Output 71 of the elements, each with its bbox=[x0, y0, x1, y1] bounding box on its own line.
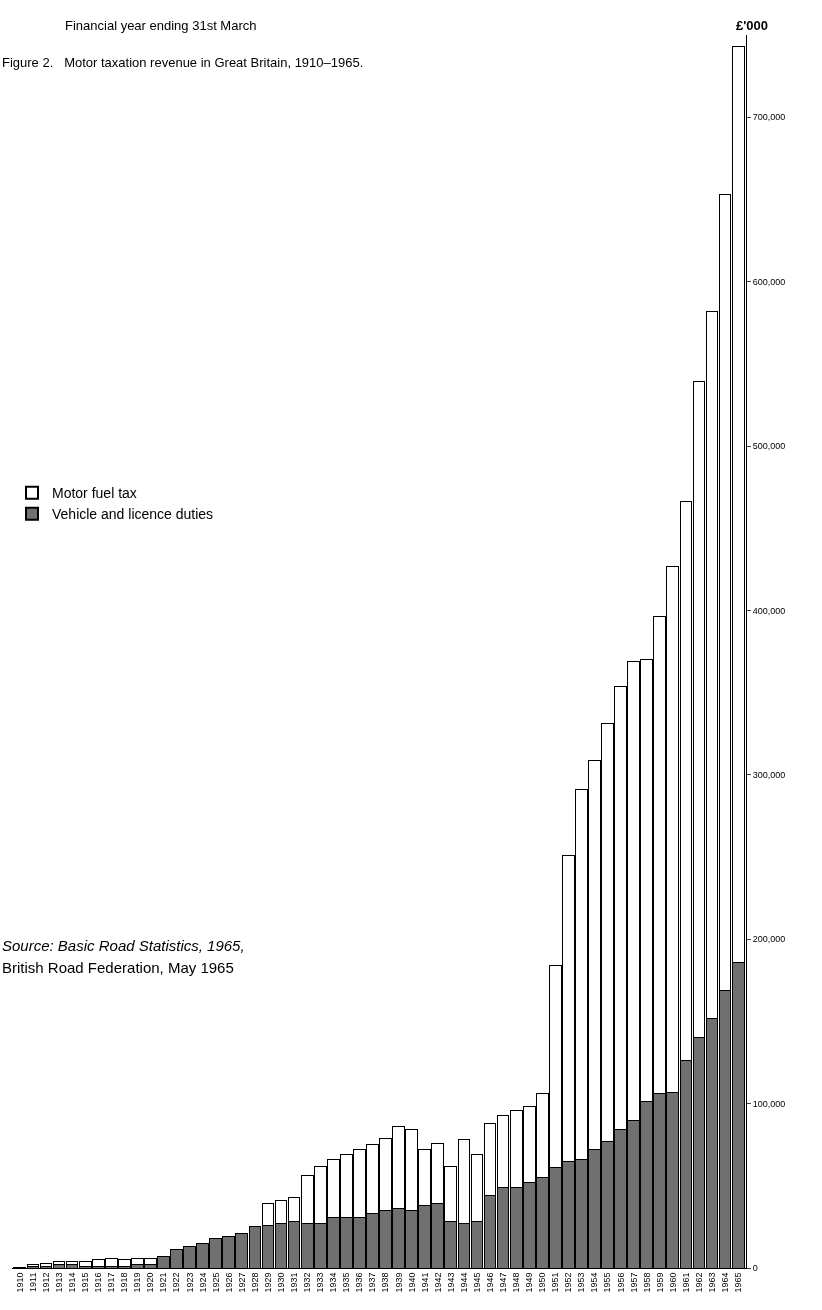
x-tick-label: 1920 bbox=[145, 1272, 156, 1293]
x-tick-label: 1928 bbox=[249, 1272, 260, 1293]
x-tick-label: 1931 bbox=[289, 1272, 300, 1293]
x-tick-label: 1916 bbox=[93, 1272, 104, 1293]
x-tick-label: 1954 bbox=[589, 1272, 600, 1293]
x-tick-label: 1932 bbox=[302, 1272, 313, 1293]
x-tick-label: 1955 bbox=[602, 1272, 613, 1293]
x-tick-label: 1927 bbox=[236, 1272, 247, 1293]
x-tick-label: 1919 bbox=[132, 1272, 143, 1293]
x-tick-label: 1942 bbox=[432, 1272, 443, 1293]
x-tick-label: 1945 bbox=[471, 1272, 482, 1293]
y-tick-label: 500,000 bbox=[752, 441, 786, 452]
x-tick-label: 1922 bbox=[171, 1272, 182, 1293]
annotation: Source: Basic Road Statistics, 1965, bbox=[2, 937, 245, 954]
x-tick-label: 1930 bbox=[275, 1272, 286, 1293]
x-tick-label: 1911 bbox=[27, 1272, 38, 1292]
x-tick-label: 1947 bbox=[497, 1272, 508, 1293]
x-tick-label: 1965 bbox=[733, 1272, 744, 1293]
x-tick-label: 1933 bbox=[315, 1272, 326, 1293]
y-tick-label: 300,000 bbox=[752, 769, 786, 780]
x-tick-label: 1926 bbox=[223, 1272, 234, 1293]
x-tick-label: 1923 bbox=[184, 1272, 195, 1293]
x-tick-label: 1943 bbox=[445, 1272, 456, 1293]
x-tick-label: 1915 bbox=[80, 1272, 91, 1293]
x-tick-label: 1963 bbox=[706, 1272, 717, 1293]
annotation: British Road Federation, May 1965 bbox=[2, 959, 234, 976]
y-tick-label: 200,000 bbox=[752, 934, 786, 945]
x-tick-label: 1925 bbox=[210, 1272, 221, 1293]
x-tick-label: 1957 bbox=[628, 1272, 639, 1293]
x-tick-label: 1941 bbox=[419, 1272, 430, 1293]
x-tick-label: 1959 bbox=[654, 1272, 665, 1293]
x-tick-label: 1958 bbox=[641, 1272, 652, 1293]
y-tick-label: 400,000 bbox=[752, 605, 786, 616]
x-tick-label: 1914 bbox=[67, 1272, 78, 1293]
legend-label: Motor fuel tax bbox=[52, 485, 137, 502]
x-tick-label: 1938 bbox=[380, 1272, 391, 1293]
y-tick-label: 0 bbox=[752, 1263, 758, 1274]
x-tick-label: 1921 bbox=[158, 1272, 169, 1293]
x-tick-label: 1950 bbox=[537, 1272, 548, 1293]
x-tick-label: 1948 bbox=[511, 1272, 522, 1293]
x-tick-label: 1946 bbox=[484, 1272, 495, 1293]
x-tick-label: 1910 bbox=[14, 1272, 25, 1293]
x-tick-label: 1912 bbox=[40, 1272, 51, 1293]
x-tick-label: 1929 bbox=[262, 1272, 273, 1293]
x-tick-label: 1936 bbox=[354, 1272, 365, 1293]
x-tick-label: 1962 bbox=[693, 1272, 704, 1293]
text: Figure 2. Motor taxation revenue in Great Britain, 1910–1965. bbox=[2, 55, 364, 70]
x-tick-label: 1944 bbox=[458, 1272, 469, 1293]
x-tick-label: 1939 bbox=[393, 1272, 404, 1293]
x-tick-label: 1918 bbox=[119, 1272, 130, 1293]
y-tick-label: 100,000 bbox=[752, 1098, 786, 1109]
x-tick-label: 1924 bbox=[197, 1272, 208, 1293]
x-tick-label: 1949 bbox=[524, 1272, 535, 1293]
x-tick-label: 1961 bbox=[680, 1272, 691, 1293]
x-tick-label: 1940 bbox=[406, 1272, 417, 1293]
x-tick-label: 1937 bbox=[367, 1272, 378, 1293]
chart-subtitle: Financial year ending 31st March bbox=[65, 18, 257, 33]
x-tick-label: 1952 bbox=[563, 1272, 574, 1293]
y-tick-label: 700,000 bbox=[752, 112, 786, 123]
y-axis-title: £'000 bbox=[736, 18, 769, 33]
x-tick-label: 1953 bbox=[576, 1272, 587, 1293]
x-tick-label: 1935 bbox=[341, 1272, 352, 1293]
x-tick-label: 1960 bbox=[667, 1272, 678, 1293]
x-tick-label: 1964 bbox=[720, 1272, 731, 1293]
x-tick-label: 1951 bbox=[550, 1272, 561, 1293]
x-tick-label: 1956 bbox=[615, 1272, 626, 1293]
legend-label: Vehicle and licence duties bbox=[52, 506, 214, 523]
x-tick-label: 1917 bbox=[106, 1272, 117, 1293]
y-tick-label: 600,000 bbox=[752, 276, 786, 287]
x-tick-label: 1913 bbox=[53, 1272, 64, 1293]
x-tick-label: 1934 bbox=[328, 1272, 339, 1293]
